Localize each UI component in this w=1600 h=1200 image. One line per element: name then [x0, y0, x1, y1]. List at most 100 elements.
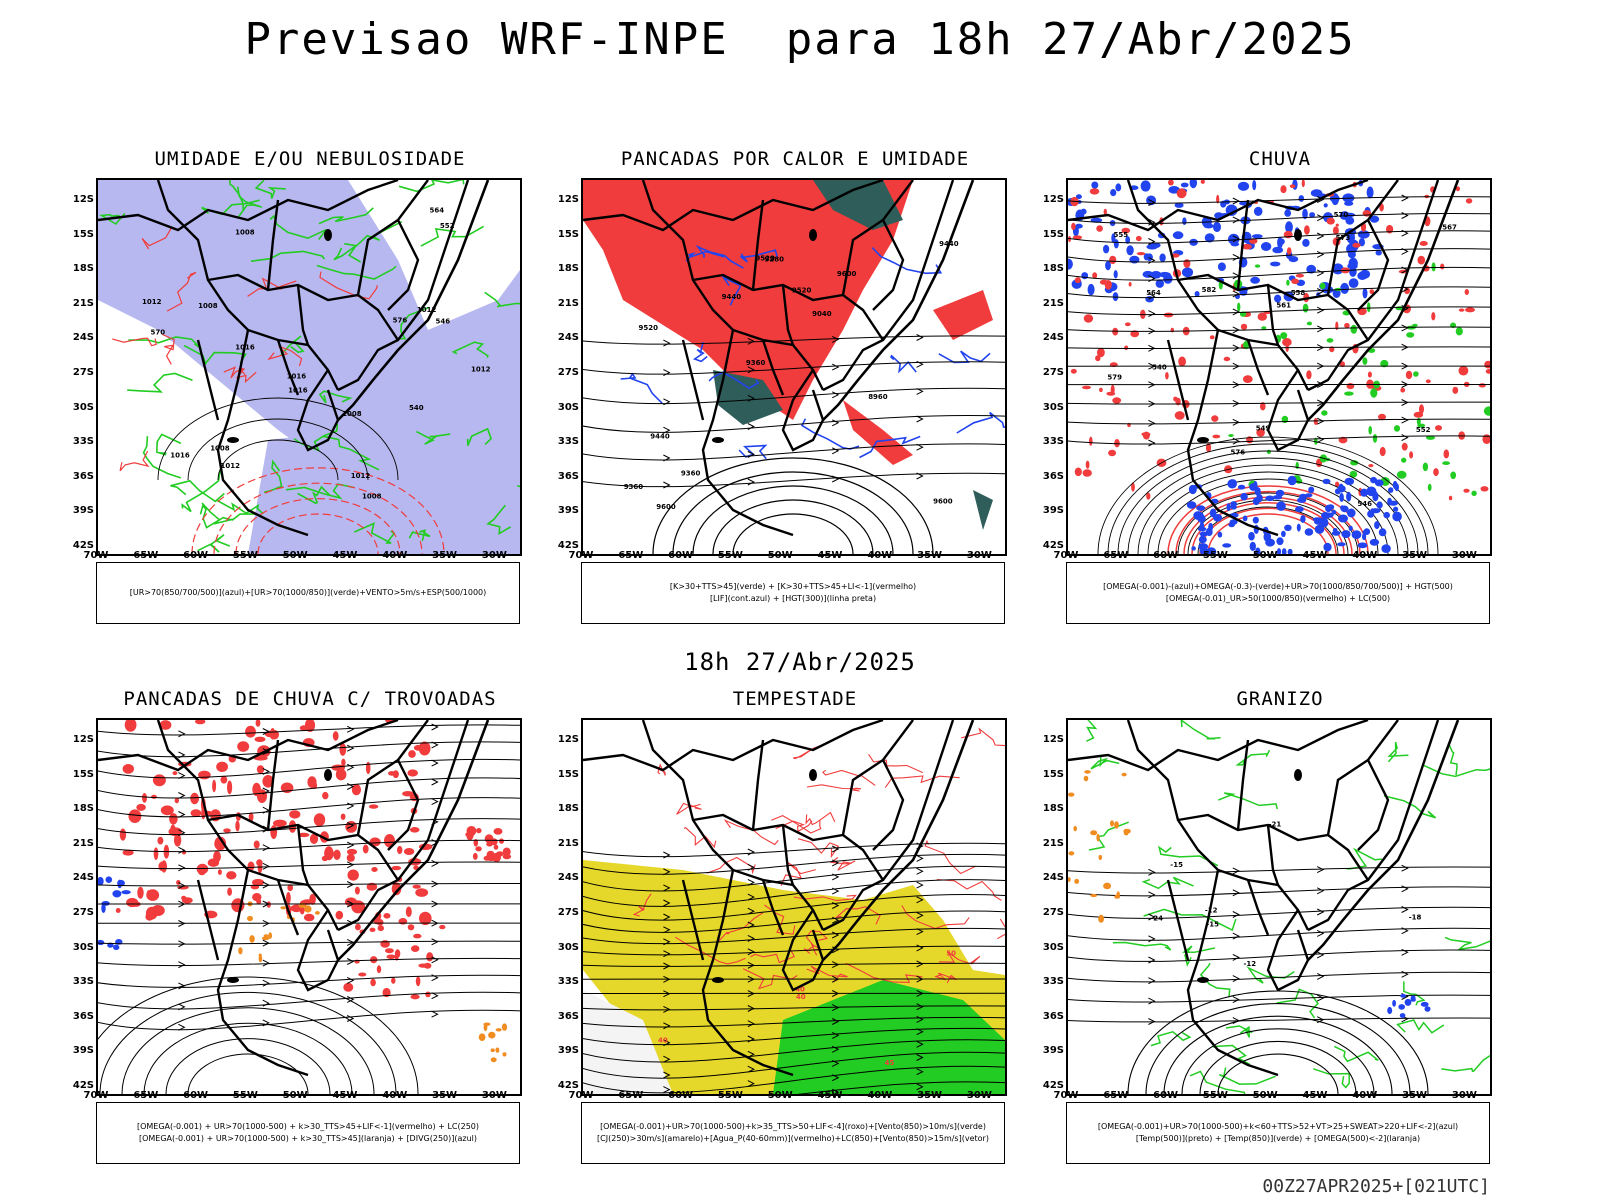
contour-label: 582 [1202, 286, 1217, 294]
lat-tick-label: 24S [72, 332, 94, 344]
lat-tick-label: 30S [557, 401, 579, 413]
contour-label: -15 [1170, 861, 1183, 869]
contour-label: 9360 [681, 469, 701, 477]
panel-title: PANCADAS DE CHUVA C/ TROVOADAS [123, 688, 497, 710]
contour-label: 1012 [221, 462, 241, 470]
lon-tick-label: 30W [481, 1090, 507, 1101]
contour-label: -15 [1206, 921, 1219, 929]
contour-label: 1012 [351, 472, 371, 480]
lon-tick-label: 35W [917, 550, 943, 561]
legend-line: [OMEGA(-0.001)+UR>70(1000-500)+k<60+TTS>… [1097, 1122, 1459, 1131]
lon-tick-label: 45W [817, 1090, 843, 1101]
contour-label: 9360 [746, 359, 766, 367]
lon-tick-label: 30W [966, 1090, 992, 1101]
panel-tempestade: TEMPESTADE 50 45 40 40 40 12S 15S 18S 21S 24S 27S 30… [555, 688, 1035, 1164]
lat-tick-label: 33S [1042, 976, 1064, 988]
contour-label: 561 [1276, 302, 1291, 310]
lat-tick-label: 30S [1042, 941, 1064, 953]
lon-tick-label: 65W [618, 550, 644, 561]
contour-label: 45 [885, 1059, 895, 1067]
lat-tick-label: 15S [1042, 228, 1064, 240]
lon-tick-label: 45W [1302, 550, 1328, 561]
contour-label: 1012 [471, 365, 491, 373]
lon-tick-label: 55W [232, 1090, 258, 1101]
panel-title: PANCADAS POR CALOR E UMIDADE [620, 148, 970, 170]
lon-tick-label: 35W [432, 550, 458, 561]
lon-tick-label: 50W [1252, 550, 1278, 561]
contour-label: 1008 [198, 302, 218, 310]
contour-label: 9040 [812, 310, 832, 318]
lat-tick-label: 12S [1042, 734, 1064, 745]
lat-tick-label: 39S [72, 505, 94, 517]
lon-tick-label: 70W [1053, 1090, 1079, 1101]
legend-line: [UR>70(850/700/500)](azul)+[UR>70(1000/8… [129, 588, 487, 597]
lat-tick-label: 36S [72, 1010, 94, 1022]
lat-tick-label: 18S [1042, 263, 1064, 275]
lat-tick-label: 36S [1042, 1010, 1064, 1022]
map-canvas: 1008 1008 1008 1008 1012 1012 1012 1016 1016 1012… [96, 178, 522, 556]
lat-tick-label: 18S [557, 263, 579, 275]
lon-tick-label: 70W [568, 550, 594, 561]
legend-line: [CJ(250)>30m/s](amarelo)+[Agua_P(40-60mm… [597, 1134, 989, 1143]
lat-tick-label: 33S [557, 436, 579, 448]
lat-tick-label: 12S [557, 194, 579, 205]
lon-tick-label: 70W [1053, 550, 1079, 561]
lat-tick-label: 18S [72, 263, 94, 275]
lat-tick-label: 30S [72, 401, 94, 413]
lat-tick-label: 21S [1042, 297, 1064, 309]
contour-label: 564 [1146, 289, 1161, 297]
contour-label: -12 [1244, 960, 1257, 968]
contour-label: 9520 [639, 324, 659, 332]
lon-tick-label: 70W [83, 1090, 109, 1101]
lat-tick-label: 12S [72, 734, 94, 745]
lon-tick-label: 40W [1352, 1090, 1378, 1101]
lon-tick-label: 40W [1352, 550, 1378, 561]
contour-label: 1008 [235, 228, 255, 236]
lat-tick-label: 12S [1042, 194, 1064, 205]
lon-tick-label: 50W [1252, 1090, 1278, 1101]
lon-tick-label: 40W [867, 550, 893, 561]
panel-granizo: GRANIZO -12 -15 -18 -21 -24 -12 -15 12S 15S 18S 21S… [1040, 688, 1520, 1164]
lat-tick-label: 39S [557, 505, 579, 517]
lon-tick-label: 35W [1402, 1090, 1428, 1101]
lat-tick-label: 36S [557, 1010, 579, 1022]
lat-tick-label: 27S [557, 907, 579, 918]
contour-label: -21 [1269, 820, 1282, 828]
lat-tick-label: 15S [72, 768, 94, 780]
lat-tick-label: 36S [72, 470, 94, 482]
lat-tick-label: 15S [72, 228, 94, 240]
legend-line: [OMEGA(-0.001)+UR>70(1000-500)+k>35_TTS>… [600, 1122, 986, 1131]
lat-tick-label: 39S [557, 1045, 579, 1057]
panel-chuva: CHUVA 582 579 576 573 570 567 564 561 558 555 552 54… [1040, 148, 1520, 624]
panel-legend: [OMEGA(-0.001)+UR>70(1000-500)+k>35_TTS>… [581, 1102, 1005, 1164]
lon-tick-label: 40W [382, 550, 408, 561]
contour-label: 1008 [362, 493, 382, 501]
lat-tick-label: 15S [557, 228, 579, 240]
lon-tick-label: 55W [1202, 1090, 1228, 1101]
legend-line: [OMEGA(-0.01)_UR>50(1000/850)(vermelho) … [1165, 594, 1391, 603]
contour-label: 1016 [170, 452, 190, 460]
run-footer: 00Z27APR2025+[021UTC] [1262, 1176, 1490, 1197]
lon-tick-label: 65W [1103, 1090, 1129, 1101]
panel-pancadas-trovoadas: PANCADAS DE CHUVA C/ TROVOADAS 12S 15S 18S 2… [70, 688, 550, 1164]
lat-tick-label: 24S [557, 332, 579, 344]
lon-tick-label: 40W [382, 1090, 408, 1101]
lon-tick-label: 45W [332, 550, 358, 561]
lon-tick-label: 35W [1402, 550, 1428, 561]
lon-tick-label: 65W [133, 550, 159, 561]
map-canvas: 9600 9520 9440 9360 9600 9600 9520 9520 9440 9440… [581, 178, 1007, 556]
panel-legend: [UR>70(850/700/500)](azul)+[UR>70(1000/8… [96, 562, 520, 624]
lon-tick-label: 70W [83, 550, 109, 561]
contour-label: 40 [796, 993, 806, 1001]
contour-label: 9360 [624, 483, 644, 491]
lon-tick-label: 30W [966, 550, 992, 561]
legend-line: [K>30+TTS>45](verde) + [K>30+TTS>45+LI<-… [669, 582, 917, 591]
lat-tick-label: 21S [1042, 837, 1064, 849]
legend-line: [OMEGA(-0.001)-(azul)+OMEGA(-0.3)-(verde… [1103, 582, 1453, 591]
contour-label: 558 [1291, 289, 1306, 297]
contour-label: 579 [1107, 374, 1122, 382]
lon-tick-label: 60W [1153, 1090, 1179, 1101]
contour-label: 552 [1416, 426, 1431, 434]
lon-tick-label: 65W [618, 1090, 644, 1101]
map-canvas [96, 718, 522, 1096]
